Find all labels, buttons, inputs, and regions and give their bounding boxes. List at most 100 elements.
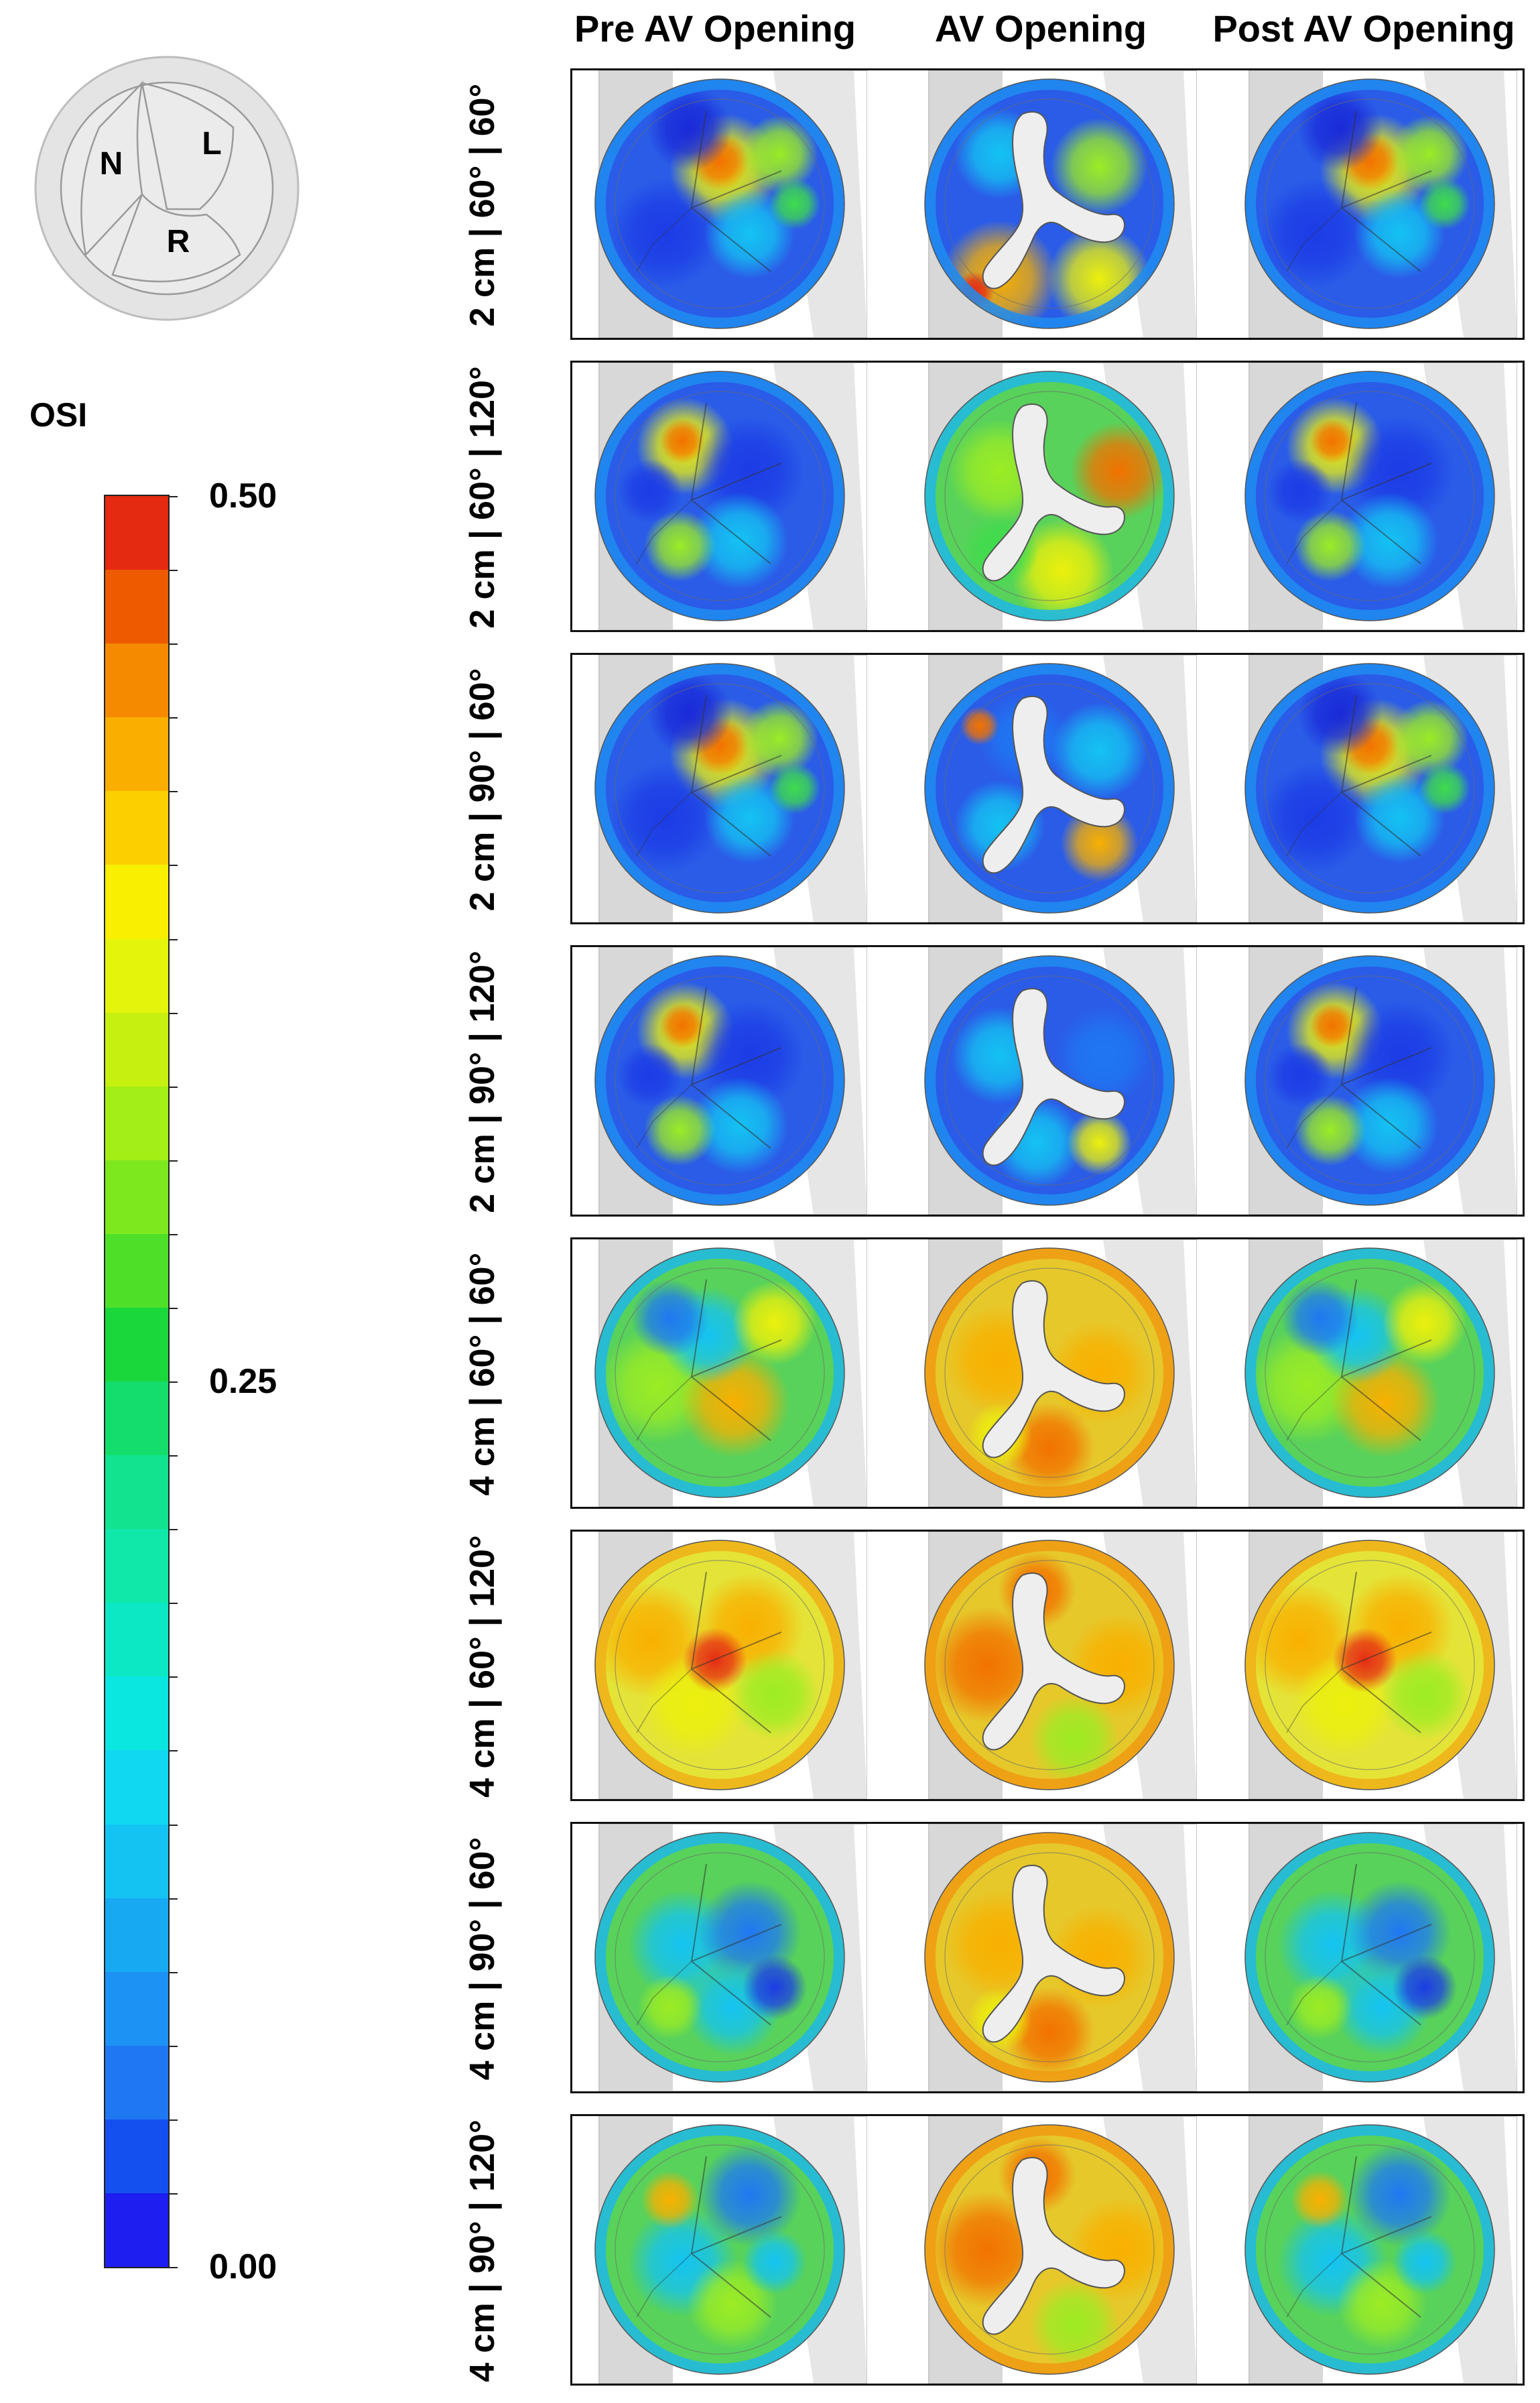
leaflet-coaptation-line [1340,1279,1432,1441]
contour-map [1222,2116,1517,2384]
osi-region [1418,178,1471,230]
valve-rim [595,371,844,621]
osi-region [742,1955,808,2020]
annulus-line [944,683,1155,894]
colorbar-band [105,2119,168,2193]
contour-map [572,1532,867,1799]
row-panel [570,361,1525,632]
osi-region [617,1043,683,1108]
osi-region [1294,510,1366,582]
valve-rim [595,1248,844,1497]
osi-region [1309,1003,1356,1049]
colorbar-tick [170,2267,178,2268]
row-panel [570,945,1525,1217]
colorbar-tick [170,1825,178,1826]
leaflet-coaptation-line [1340,402,1432,564]
osi-region [691,492,789,590]
osi-region [647,86,732,172]
valve-rim [1245,1248,1494,1497]
valve-rim [925,664,1174,913]
osi-region [1267,458,1333,523]
valve-contour [594,1824,867,2091]
annulus-line [1265,1852,1475,2062]
contour-map [1222,1824,1517,2091]
leaflet-coaptation-line [1286,1668,1342,1733]
leaflet-coaptation-line [1340,694,1432,857]
osi-region [741,115,819,193]
osi-region [698,2142,802,2247]
colorbar-band [105,2046,168,2119]
osi-region [1029,1694,1120,1786]
contour-map [902,655,1197,922]
osi-region [1309,418,1356,465]
annulus-line [615,683,825,894]
colorbar-band [105,496,168,570]
valve-contour [594,1239,867,1507]
contour-map [1222,1239,1517,1507]
row-label: 4 cm | 60° | 60° [463,1252,502,1496]
valve-orientation-schematic: N L R [34,56,300,321]
annulus-line [944,1268,1155,1478]
leaflet-label-l: L [202,126,221,162]
colorbar-tick [170,1529,178,1530]
valve-rim [1245,371,1494,621]
leaflet-coaptation-line [690,987,782,1149]
contour-map [902,947,1197,1215]
valve-outline [1244,371,1495,621]
leaflet-coaptation-line [636,792,692,857]
annulus-line [1265,975,1475,1186]
valve-contour [1244,363,1517,630]
colorbar-band [105,1898,168,1972]
osi-region [1267,1043,1333,1108]
valve-rim [1245,1833,1494,2082]
osi-region [1055,1007,1153,1105]
osi-region [691,1076,789,1174]
osi-region [1050,117,1148,215]
osi-region [1391,115,1469,193]
row-label: 2 cm | 60° | 60° [463,83,502,327]
valve-rim [595,1540,844,1790]
leaflet-coaptation-line [636,1668,692,1733]
colorbar-band [105,1087,168,1160]
column-header-post-av: Post AV Opening [1212,7,1515,50]
osi-region [641,2170,700,2229]
valve-outline [1244,2124,1495,2375]
colorbar-band [105,1160,168,1234]
valve-orifice [982,695,1125,874]
row-panel [570,2114,1525,2386]
valve-outline [1244,955,1495,1206]
valve-outline [924,1832,1175,2083]
valve-rim [925,1248,1174,1497]
valve-outline [924,1540,1175,1790]
colorbar-tick [170,2046,178,2047]
colorbar-band [105,570,168,643]
contour-map [902,1532,1197,1799]
leaflet-label-n: N [100,146,123,182]
contour-map [902,1824,1197,2091]
colorbar-band [105,1381,168,1455]
valve-outline [594,78,845,329]
leaflet-coaptation-line [636,499,692,564]
valve-contour [924,947,1197,1215]
valve-outline [594,2124,845,2375]
valve-contour [594,70,867,338]
osi-region [1287,1975,1352,2040]
leaflet-label-r: R [167,224,190,259]
valve-contour [1244,1824,1517,2091]
valve-rim [1245,664,1494,913]
valve-orifice [982,1280,1125,1459]
osi-region [1341,1076,1439,1174]
leaflet-coaptation-line [1286,792,1342,857]
colorbar-band [105,1234,168,1308]
leaflet-coaptation-line [636,207,692,272]
leaflet-coaptation-line [1286,1376,1342,1441]
valve-outline [594,371,845,621]
valve-contour [924,363,1197,630]
valve-outline [924,955,1175,1206]
leaflet-coaptation-line [690,402,782,564]
colorbar-label-max: 0.50 [209,477,277,515]
contour-map [572,70,867,338]
colorbar-band [105,1603,168,1676]
osi-region [1067,1110,1132,1176]
colorbar-tick [170,1381,178,1383]
